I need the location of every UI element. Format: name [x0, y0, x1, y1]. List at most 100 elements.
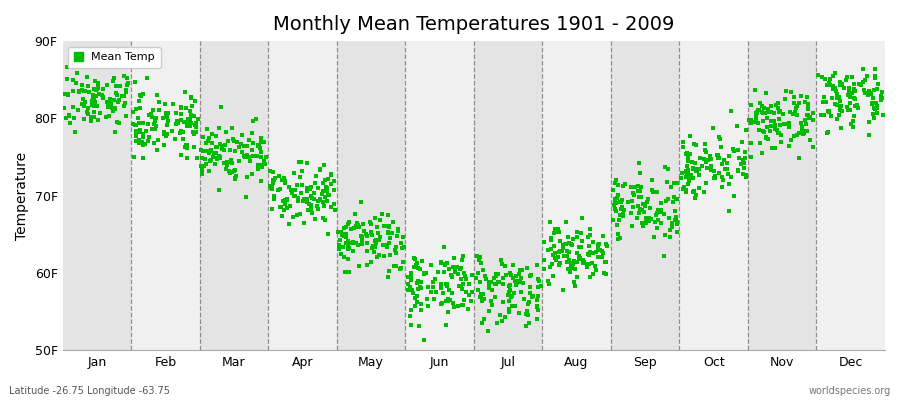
Point [748, 86, 762, 93]
Point [586, 249, 600, 256]
Point [104, 100, 119, 107]
Point [393, 239, 408, 246]
Point [612, 217, 626, 224]
Point [318, 194, 332, 200]
Point [874, 97, 888, 104]
Point [136, 142, 150, 149]
Point [135, 138, 149, 145]
Point [138, 141, 152, 147]
Point [676, 144, 690, 150]
Point [743, 140, 758, 146]
Point [268, 175, 283, 181]
Point [437, 261, 452, 267]
Point [776, 110, 790, 117]
Point [522, 290, 536, 296]
Point [727, 148, 742, 154]
Point [254, 154, 268, 160]
Point [436, 244, 451, 250]
Point [87, 98, 102, 105]
Point [465, 272, 480, 278]
Point [644, 216, 658, 222]
Point [492, 311, 507, 318]
Point [180, 123, 194, 129]
Point [731, 147, 745, 153]
Point [359, 248, 374, 255]
Point [87, 94, 102, 101]
Point [284, 187, 298, 193]
Point [180, 142, 194, 148]
Point [715, 174, 729, 180]
Point [847, 112, 861, 119]
Point [656, 253, 670, 260]
Point [79, 109, 94, 116]
Point [737, 160, 751, 167]
Point [254, 135, 268, 142]
Point [772, 130, 787, 136]
Point [626, 198, 640, 204]
Point [250, 162, 265, 168]
Point [716, 183, 730, 190]
Point [633, 206, 647, 212]
Point [169, 118, 184, 124]
Point [100, 81, 114, 88]
Point [679, 169, 693, 175]
Point [447, 303, 462, 310]
Point [858, 76, 872, 83]
Point [194, 171, 209, 177]
Point [472, 256, 487, 263]
Point [762, 109, 777, 115]
Point [77, 103, 92, 109]
Point [126, 109, 140, 116]
Point [848, 96, 862, 102]
Point [212, 152, 227, 159]
Point [675, 186, 689, 192]
Point [217, 147, 231, 153]
Point [370, 253, 384, 260]
Point [382, 268, 396, 274]
Point [731, 166, 745, 173]
Point [255, 162, 269, 169]
Point [119, 87, 133, 94]
Point [389, 244, 403, 250]
Point [842, 107, 857, 114]
Point [86, 95, 100, 102]
Point [679, 151, 693, 158]
Point [88, 78, 103, 84]
Bar [680, 41, 748, 350]
Point [364, 245, 379, 251]
Point [529, 262, 544, 268]
Point [475, 298, 490, 304]
Point [724, 174, 738, 180]
Point [777, 121, 791, 128]
Point [376, 253, 391, 260]
Bar [268, 41, 337, 350]
Point [708, 175, 723, 181]
Point [865, 100, 879, 106]
Point [364, 229, 378, 236]
Point [253, 145, 267, 151]
Point [374, 211, 389, 217]
Point [462, 292, 476, 298]
Point [465, 289, 480, 295]
Point [403, 286, 418, 292]
Point [76, 116, 91, 123]
Point [544, 246, 558, 252]
Point [513, 267, 527, 273]
Point [508, 282, 523, 288]
Point [81, 83, 95, 90]
Point [507, 290, 521, 296]
Point [592, 247, 607, 253]
Point [166, 101, 180, 107]
Point [201, 148, 215, 155]
Point [72, 89, 86, 96]
Point [208, 161, 222, 167]
Point [62, 111, 77, 118]
Point [201, 138, 215, 144]
Point [434, 281, 448, 287]
Point [598, 271, 613, 277]
Point [531, 284, 545, 290]
Point [184, 112, 198, 118]
Point [652, 206, 666, 213]
Point [80, 74, 94, 80]
Point [448, 269, 463, 276]
